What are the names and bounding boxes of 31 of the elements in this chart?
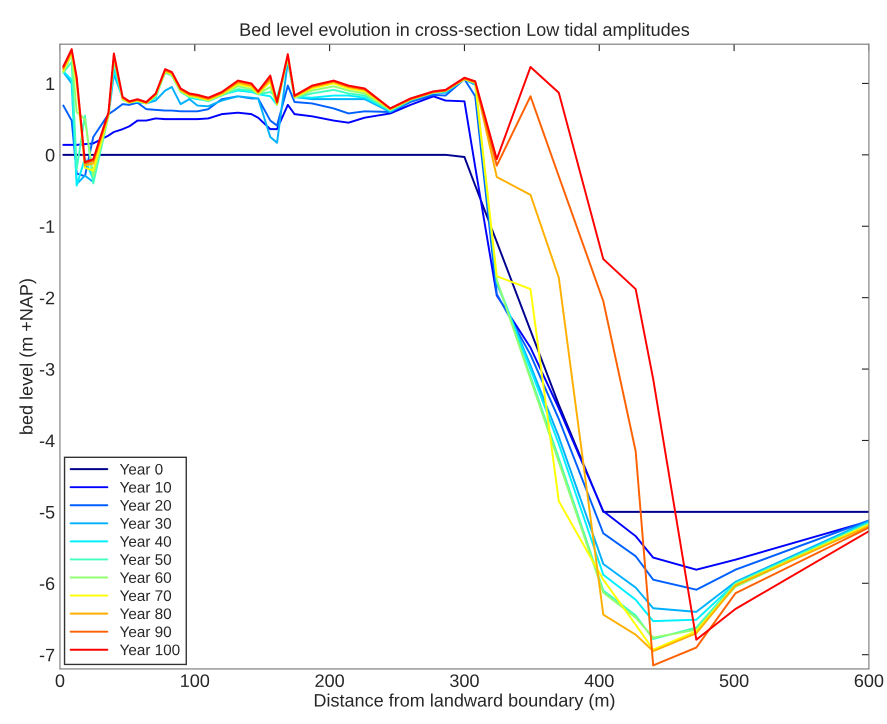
legend-label: Year 0 [120, 464, 163, 475]
y-tick-label: -6 [40, 577, 54, 590]
legend-label: Year 90 [120, 626, 172, 638]
x-tick-label: 500 [720, 674, 748, 688]
x-tick-label: 400 [584, 674, 614, 688]
x-axis-title: Distance from landward boundary (m) [314, 693, 614, 710]
legend-label: Year 10 [120, 482, 172, 493]
legend-label: Year 30 [120, 518, 172, 529]
chart-title: Bed level evolution in cross-section Low tidal amplitudes [240, 22, 690, 40]
legend-label: Year 50 [120, 554, 172, 565]
legend-label: Year 20 [120, 500, 172, 511]
y-tick-label: -3 [40, 363, 54, 376]
y-tick-label: -2 [40, 292, 54, 304]
legend-label: Year 60 [120, 572, 172, 584]
legend-label: Year 70 [120, 590, 172, 602]
legend-label: Year 100 [120, 644, 180, 656]
legend-label: Year 40 [120, 536, 172, 547]
x-tick-label: 100 [181, 674, 210, 688]
x-tick-label: 300 [450, 674, 479, 688]
x-tick-label: 200 [315, 674, 344, 688]
y-tick-label: 0 [46, 148, 54, 162]
legend-label: Year 80 [120, 608, 172, 620]
line-series [62, 154, 869, 513]
y-tick-label: -5 [40, 506, 54, 519]
y-tick-label: 1 [46, 78, 54, 90]
y-tick-label: -4 [40, 434, 55, 448]
y-axis-title: bed level (m +NAP) [19, 279, 36, 434]
y-tick-label: -1 [40, 220, 54, 233]
x-tick-label: 600 [854, 674, 884, 688]
x-tick-label: 0 [56, 674, 64, 688]
y-tick-label: -7 [40, 648, 54, 662]
